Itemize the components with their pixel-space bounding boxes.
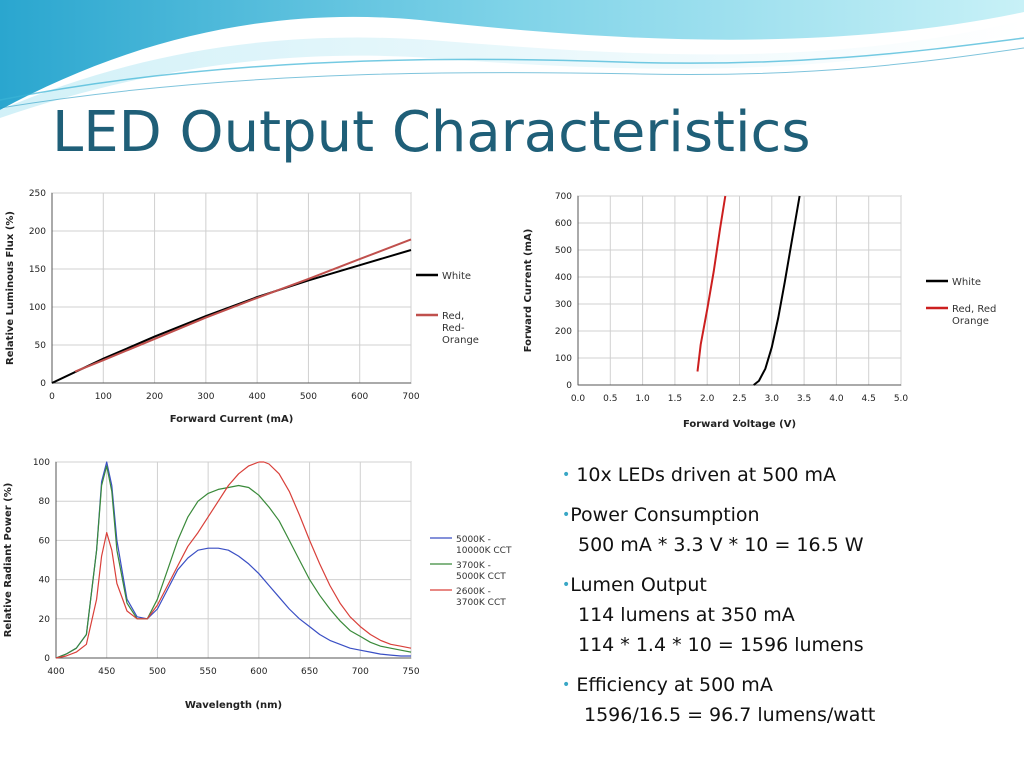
- legend-label: White: [952, 277, 981, 288]
- y-axis-label: Forward Current (mA): [523, 229, 534, 353]
- y-axis-label: Relative Radiant Power (%): [3, 483, 14, 638]
- x-tick-label: 100: [95, 392, 112, 402]
- y-tick-label: 300: [555, 300, 572, 310]
- bullet-subline: 1596/16.5 = 96.7 lumens/watt: [584, 704, 876, 726]
- x-tick-label: 0.0: [571, 394, 586, 404]
- series-line: [55, 465, 412, 659]
- y-tick-label: 50: [35, 341, 47, 351]
- x-tick-label: 5.0: [894, 394, 909, 404]
- legend-label: Red, Red Orange: [952, 304, 996, 327]
- y-tick-label: 200: [555, 327, 572, 337]
- luminous-flux-chart: 0 100 200 300 400 500 600 700 0 50 100 150 200 250 For…: [5, 189, 479, 425]
- y-tick-label: 100: [555, 354, 572, 364]
- y-tick-label: 100: [29, 303, 46, 313]
- bullet-list: • 10x LEDs driven at 500 mA •Power Consu…: [562, 460, 1002, 740]
- bullet-dot-icon: •: [562, 467, 571, 483]
- bullet-head: Efficiency at 500 mA: [576, 674, 773, 696]
- x-tick-label: 700: [352, 667, 369, 677]
- bullet-item: •Power Consumption 500 mA * 3.3 V * 10 =…: [562, 500, 1002, 560]
- y-tick-label: 0: [566, 381, 572, 391]
- y-tick-label: 600: [555, 219, 572, 229]
- x-tick-label: 1.5: [668, 394, 682, 404]
- spectral-power-chart: 400 450 500 550 600 650 700 750 0 20 40 60 80 100 Wave…: [3, 458, 512, 711]
- x-tick-label: 4.0: [829, 394, 844, 404]
- plot-area: [51, 192, 412, 384]
- y-tick-label: 150: [29, 265, 46, 275]
- y-tick-label: 700: [555, 192, 572, 202]
- x-tick-label: 3.0: [765, 394, 780, 404]
- x-tick-label: 200: [146, 392, 163, 402]
- series-line: [753, 195, 801, 386]
- x-axis-label: Forward Voltage (V): [683, 419, 796, 430]
- bullet-head: Power Consumption: [570, 504, 760, 526]
- x-tick-label: 400: [249, 392, 266, 402]
- x-tick-label: 550: [200, 667, 217, 677]
- x-axis-label: Forward Current (mA): [170, 414, 294, 425]
- x-tick-label: 600: [250, 667, 267, 677]
- x-tick-label: 300: [197, 392, 214, 402]
- x-tick-label: 3.5: [797, 394, 811, 404]
- y-tick-label: 80: [39, 497, 51, 507]
- bullet-dot-icon: •: [562, 677, 571, 693]
- x-tick-label: 750: [402, 667, 419, 677]
- x-tick-label: 500: [300, 392, 317, 402]
- y-tick-label: 0: [40, 379, 46, 389]
- slide-title: LED Output Characteristics: [52, 100, 811, 165]
- x-tick-label: 500: [149, 667, 166, 677]
- series-line: [51, 249, 412, 384]
- x-tick-label: 600: [351, 392, 368, 402]
- forward-voltage-chart: 0.0 0.5 1.0 1.5 2.0 2.5 3.0 3.5 4.0 4.5 5.0 0 100 200…: [523, 192, 996, 430]
- x-tick-label: 650: [301, 667, 318, 677]
- plot-area: [55, 461, 412, 659]
- x-tick-label: 2.0: [700, 394, 715, 404]
- y-tick-label: 100: [33, 458, 50, 468]
- legend-label: 5000K -10000K CCT: [456, 535, 512, 556]
- x-tick-label: 0: [49, 392, 55, 402]
- legend-label: Red, Red-Orange: [442, 311, 479, 346]
- x-tick-label: 1.0: [635, 394, 650, 404]
- bullet-item: • 10x LEDs driven at 500 mA: [562, 460, 1002, 490]
- y-tick-label: 200: [29, 227, 46, 237]
- y-tick-label: 0: [44, 654, 50, 664]
- x-tick-label: 450: [98, 667, 115, 677]
- y-tick-label: 400: [555, 273, 572, 283]
- bullet-subline: 500 mA * 3.3 V * 10 = 16.5 W: [578, 534, 864, 556]
- y-tick-label: 40: [39, 576, 51, 586]
- bullet-head: 10x LEDs driven at 500 mA: [576, 464, 837, 486]
- x-tick-label: 4.5: [862, 394, 876, 404]
- x-axis-label: Wavelength (nm): [185, 700, 282, 711]
- bullet-item: • Efficiency at 500 mA 1596/16.5 = 96.7 …: [562, 670, 1002, 730]
- bullet-head: Lumen Output: [570, 574, 707, 596]
- bullet-dot-icon: •: [562, 507, 571, 523]
- x-tick-label: 2.5: [732, 394, 746, 404]
- series-line: [74, 238, 412, 373]
- series-line: [696, 195, 727, 372]
- bullet-item: •Lumen Output 114 lumens at 350 mA 114 *…: [562, 570, 1002, 660]
- y-tick-label: 250: [29, 189, 46, 199]
- y-tick-label: 500: [555, 246, 572, 256]
- legend-label: 3700K -5000K CCT: [456, 561, 506, 582]
- header-banner-graphic: [0, 0, 1024, 118]
- bullet-subline: 114 * 1.4 * 10 = 1596 lumens: [578, 634, 864, 656]
- x-tick-label: 0.5: [603, 394, 617, 404]
- legend-label: 2600K -3700K CCT: [456, 587, 506, 608]
- bullet-dot-icon: •: [562, 577, 571, 593]
- x-tick-label: 700: [402, 392, 419, 402]
- y-tick-label: 20: [39, 615, 51, 625]
- series-line: [55, 461, 412, 659]
- bullet-subline: 114 lumens at 350 mA: [578, 604, 795, 626]
- legend-label: White: [442, 271, 471, 282]
- series-line: [55, 461, 411, 659]
- x-tick-label: 400: [47, 667, 64, 677]
- y-tick-label: 60: [39, 536, 51, 546]
- y-axis-label: Relative Luminous Flux (%): [5, 211, 16, 365]
